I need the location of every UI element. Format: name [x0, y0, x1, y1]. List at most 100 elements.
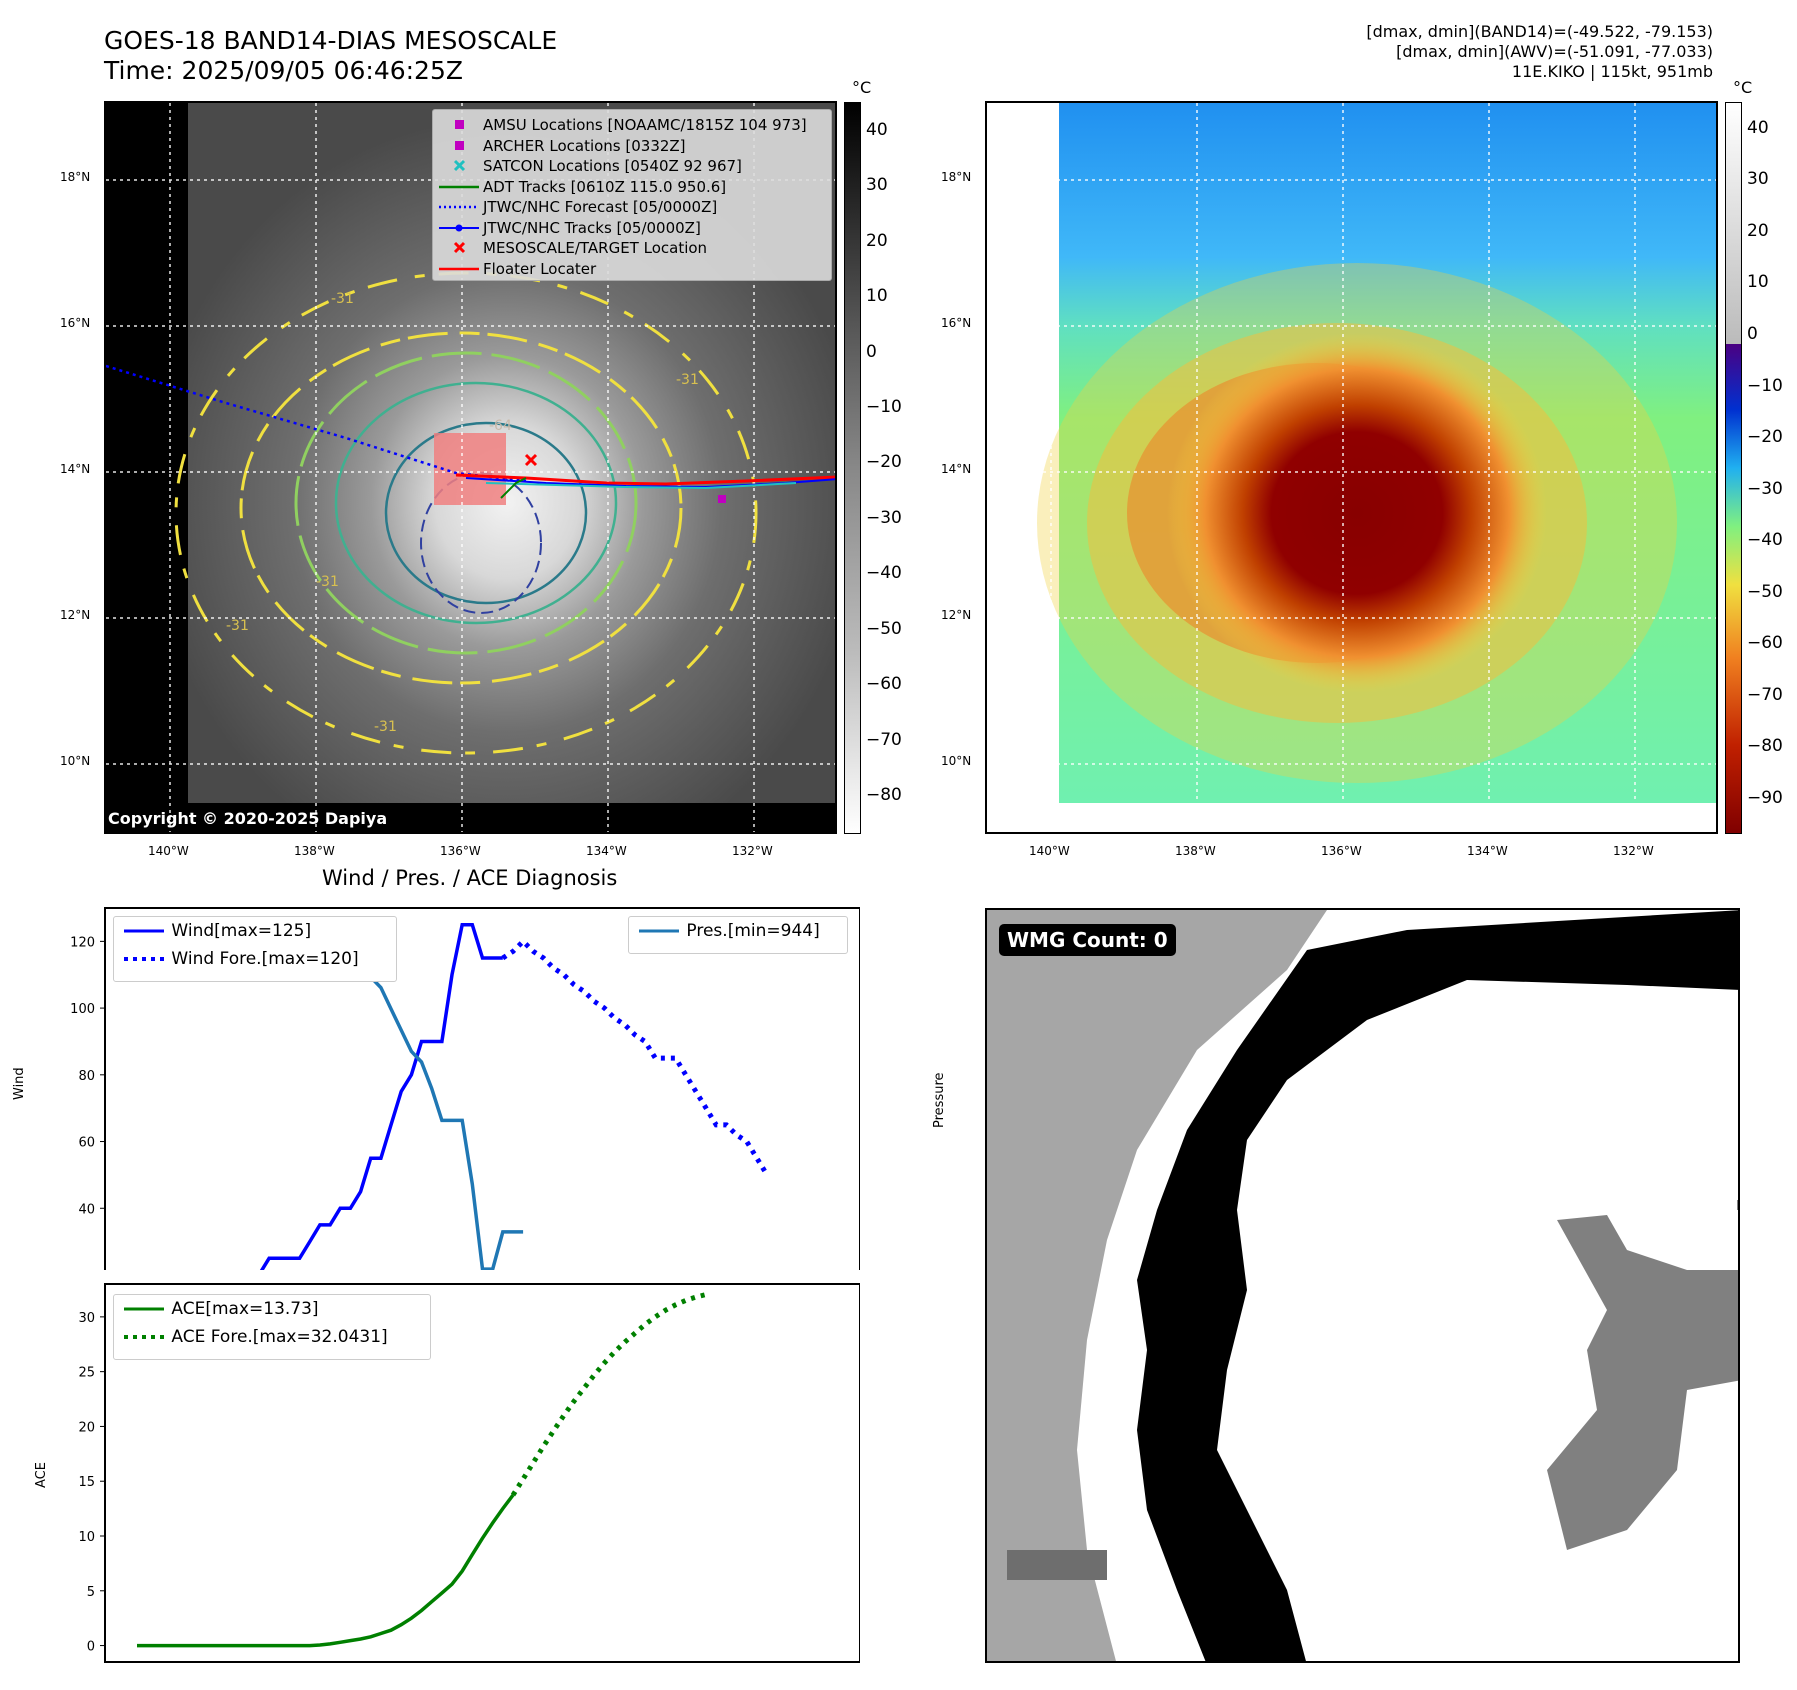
ace-ytick-label: 10 [78, 1530, 95, 1545]
ir-legend-swatch [439, 224, 479, 231]
colorbar-tick-label: −70 [1747, 684, 1783, 705]
ace-ytick-label: 0 [87, 1640, 95, 1655]
lat-label: 10°N [941, 754, 972, 768]
wind-legend: Wind[max=125] Wind Fore.[max=120] [113, 916, 397, 982]
colorbar-tick-label: 20 [1747, 220, 1769, 241]
awv-map-image [987, 103, 1716, 832]
lat-label: 12°N [941, 608, 972, 622]
wind-ytick-label: 60 [78, 1136, 95, 1151]
ace-ytick-label: 25 [78, 1366, 95, 1381]
lat-label: 18°N [60, 170, 91, 184]
contour-label: -31 [331, 291, 354, 307]
lon-label: 136°W [1321, 844, 1362, 858]
wind-legend-label: Wind[max=125] [171, 921, 312, 941]
contour-label: -31 [316, 574, 339, 590]
colorbar-tick-label: −80 [1747, 736, 1783, 757]
ace-ytick-label: 5 [87, 1585, 95, 1600]
pressure-legend-label: Pres.[min=944] [686, 921, 820, 941]
colorbar-tick-label: 20 [866, 230, 888, 251]
figure-title-line1: GOES-18 BAND14-DIAS MESOSCALE [104, 26, 558, 55]
pressure-legend: Pres.[min=944] [628, 916, 848, 954]
ace-legend-label: ACE[max=13.73] [171, 1299, 319, 1319]
wind-ytick-label: 20 [78, 1269, 95, 1270]
ir-legend-swatch [439, 185, 479, 188]
colorbar-tick-label: 10 [1747, 272, 1769, 293]
ir-legend-swatch [439, 267, 479, 270]
colorbar-tick-label: 0 [1747, 323, 1758, 344]
ace-series-1 [510, 1292, 707, 1497]
colorbar-tick-label: 40 [1747, 117, 1769, 138]
ace-legend-item: ACE[max=13.73] [122, 1299, 319, 1321]
ir-legend-label: JTWC/NHC Forecast [05/0000Z] [483, 198, 718, 216]
awv-colorbar [1725, 102, 1742, 834]
wind-fore-legend-label: Wind Fore.[max=120] [171, 949, 359, 969]
awv-map-panel [985, 101, 1718, 834]
colorbar-tick-label: 30 [866, 175, 888, 196]
figure-title: GOES-18 BAND14-DIAS MESOSCALE Time: 2025… [104, 26, 557, 86]
info-line3: 11E.KIKO | 115kt, 951mb [1511, 62, 1713, 81]
ir-legend-item: ARCHER Locations [0332Z] [433, 135, 831, 157]
ace-ylabel: ACE [34, 1462, 49, 1488]
ir-legend-item: SATCON Locations [0540Z 92 967] [433, 155, 831, 177]
lat-label: 10°N [60, 754, 91, 768]
ir-legend-label: AMSU Locations [NOAAMC/1815Z 104 973] [483, 116, 807, 134]
colorbar-tick-label: 40 [866, 119, 888, 140]
ir-legend-swatch [439, 205, 479, 209]
colorbar-tick-label: −30 [1747, 478, 1783, 499]
wind-ytick-label: 120 [70, 935, 95, 950]
awv-colorbar-unit: °C [1733, 78, 1753, 97]
colorbar-tick-label: 30 [1747, 169, 1769, 190]
ir-legend-swatch [453, 159, 466, 172]
lat-label: 12°N [60, 608, 91, 622]
ace-plot-frame [104, 1283, 860, 1663]
lon-label: 140°W [148, 844, 189, 858]
colorbar-tick-label: −40 [1747, 530, 1783, 551]
wmg-image [987, 910, 1738, 1661]
wind-series-0 [259, 922, 503, 1270]
ace-fore-legend-label: ACE Fore.[max=32.0431] [171, 1327, 388, 1347]
ir-legend-swatch [455, 140, 464, 150]
ir-legend: AMSU Locations [NOAAMC/1815Z 104 973] ARC… [432, 109, 832, 281]
ace-chart: 30 25 20 15 10 5 0 [78, 1283, 860, 1663]
wind-chart-title: Wind / Pres. / ACE Diagnosis [322, 866, 618, 890]
wmg-count-badge: WMG Count: 0 [999, 924, 1176, 956]
lat-label: 18°N [941, 170, 972, 184]
ace-ytick-label: 30 [78, 1311, 95, 1326]
wind-ytick-label: 80 [78, 1069, 95, 1084]
ir-legend-item: JTWC/NHC Forecast [05/0000Z] [433, 196, 831, 218]
lat-label: 14°N [941, 462, 972, 476]
ir-legend-item: MESOSCALE/TARGET Location [433, 237, 831, 259]
ir-legend-item: Floater Locater [433, 258, 831, 280]
copyright-text: Copyright © 2020-2025 Dapiya [108, 809, 388, 828]
contour-label: -31 [226, 618, 249, 634]
lat-label: 16°N [941, 316, 972, 330]
wind-ytick-label: 40 [78, 1202, 95, 1217]
colorbar-tick-label: 0 [866, 341, 877, 362]
lon-label: 134°W [586, 844, 627, 858]
lon-label: 132°W [732, 844, 773, 858]
ir-legend-label: Floater Locater [483, 259, 597, 278]
contour-label: -31 [374, 719, 397, 735]
colorbar-tick-label: −90 [1747, 787, 1783, 808]
info-line2: [dmax, dmin](AWV)=(-51.091, -77.033) [1396, 42, 1713, 61]
ace-fore-legend-swatch [124, 1335, 164, 1339]
ace-legend: ACE[max=13.73] ACE Fore.[max=32.0431] [113, 1294, 431, 1360]
figure-info: [dmax, dmin](BAND14)=(-49.522, -79.153) … [1366, 22, 1713, 82]
lat-label: 16°N [60, 316, 91, 330]
wmg-panel: WMG Count: 0 [985, 908, 1740, 1663]
colorbar-tick-label: −40 [866, 563, 902, 584]
colorbar-tick-label: −10 [866, 397, 902, 417]
ir-map-panel: -31 -64 -31 -31 -31 -31 AMSU Locations [… [104, 101, 837, 834]
colorbar-tick-label: −50 [1747, 581, 1783, 602]
colorbar-tick-label: −20 [866, 452, 902, 473]
ir-legend-swatch [453, 241, 466, 254]
ir-legend-item: JTWC/NHC Tracks [05/0000Z] [433, 217, 831, 239]
ace-ytick-label: 15 [78, 1475, 95, 1490]
colorbar-tick-label: −80 [866, 785, 902, 806]
ace-ytick-label: 20 [78, 1420, 95, 1435]
wind-plot-frame [104, 907, 860, 1270]
colorbar-tick-label: −70 [866, 729, 902, 750]
pressure-legend-swatch [639, 929, 679, 933]
colorbar-tick-label: −20 [1747, 427, 1783, 448]
wind-fore-legend-item: Wind Fore.[max=120] [122, 949, 359, 971]
